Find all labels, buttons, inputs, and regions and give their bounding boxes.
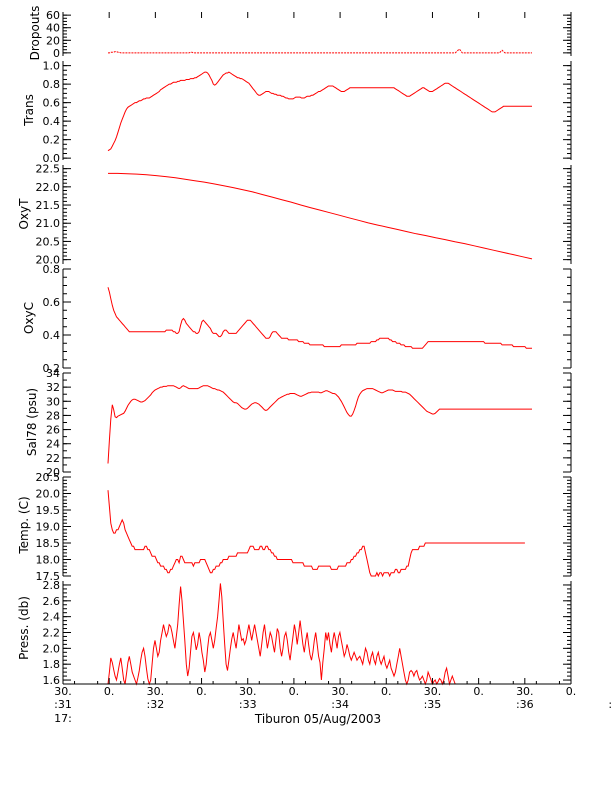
y-tick-label: 21.0 bbox=[36, 217, 61, 230]
panel-trans-axes: 1.0 0.8 0.6 0.4 0.2 0.0 bbox=[43, 60, 572, 165]
y-tick-label: 20 bbox=[46, 466, 60, 479]
y-tick-label: 0.4 bbox=[43, 115, 61, 128]
y-tick-label: 0.6 bbox=[43, 296, 61, 309]
panel-press: Press. (db) bbox=[17, 596, 31, 660]
x-hour-label: 17: bbox=[54, 712, 72, 725]
y-tick-label: 2.2 bbox=[43, 627, 61, 640]
panel-sal78: Sal78 (psu) bbox=[25, 388, 39, 456]
panel-oxyc: OxyC bbox=[22, 302, 36, 334]
x-minute-label: :34 bbox=[331, 698, 349, 711]
series-line-dropouts bbox=[108, 48, 532, 54]
ylabel-temp: Temp. (C) bbox=[17, 496, 31, 554]
x-axis: 30. 0. 30. 0. 30. 0. 30. 0. 30. 0. 30. 0. :31 :32 :33:… bbox=[54, 12, 612, 711]
x-minute-label: :31 bbox=[54, 698, 72, 711]
y-tick-label: 18.5 bbox=[36, 537, 61, 550]
x-minute-label: :36 bbox=[516, 698, 534, 711]
y-tick-label: 60 bbox=[46, 9, 60, 22]
panel-oxyt: OxyT bbox=[17, 198, 31, 230]
y-tick-label: 19.5 bbox=[36, 504, 61, 517]
panel-dropouts: Dropouts bbox=[28, 6, 42, 61]
y-tick-label: 32 bbox=[46, 381, 60, 394]
x-tick-label: 30. bbox=[424, 685, 442, 698]
series-line-sal78 bbox=[107, 385, 532, 464]
x-minute-label: :37 bbox=[608, 698, 612, 711]
y-tick-label: 40 bbox=[46, 22, 60, 35]
y-tick-label: 34 bbox=[46, 367, 60, 380]
y-tick-label: 0.6 bbox=[43, 97, 61, 110]
y-tick-label: 2.0 bbox=[43, 642, 61, 655]
y-tick-label: 20.5 bbox=[36, 235, 61, 248]
panel-press-axes: 2.8 2.6 2.4 2.2 2.0 1.8 1.6 bbox=[43, 579, 572, 687]
x-tick-label: 0. bbox=[196, 685, 207, 698]
x-minute-label: :35 bbox=[424, 698, 442, 711]
x-minute-label: :32 bbox=[147, 698, 165, 711]
y-tick-label: 0.2 bbox=[43, 362, 61, 375]
x-axis-title: Tiburon 05/Aug/2003 bbox=[254, 712, 381, 726]
y-tick-label: 1.8 bbox=[43, 658, 61, 671]
y-tick-label: 17.5 bbox=[36, 570, 61, 583]
series-line-trans bbox=[107, 71, 532, 152]
y-tick-label: 22.0 bbox=[36, 181, 61, 194]
y-tick-label: 20.0 bbox=[36, 488, 61, 501]
y-tick-label: 0.2 bbox=[43, 134, 61, 147]
y-tick-label: 1.6 bbox=[43, 674, 61, 687]
y-tick-label: 26 bbox=[46, 424, 60, 437]
y-tick-label: 20.5 bbox=[36, 471, 61, 484]
panel-temp: Temp. (C) bbox=[17, 496, 31, 554]
panel-oxyt-axes: 22.5 22.0 21.5 21.0 20.5 20.0 bbox=[36, 163, 572, 267]
ylabel-press: Press. (db) bbox=[17, 596, 31, 660]
x-tick-label: 0. bbox=[289, 685, 300, 698]
x-tick-label: 30. bbox=[331, 685, 349, 698]
panel-trans: Trans bbox=[22, 94, 36, 127]
panel-temp-axes: 20.5 20.0 19.5 19.0 18.5 18.0 17.5 bbox=[36, 471, 572, 583]
y-tick-label: 2.4 bbox=[43, 611, 61, 624]
x-tick-label: 0. bbox=[566, 685, 577, 698]
y-tick-label: 21.5 bbox=[36, 199, 61, 212]
ylabel-oxyc: OxyC bbox=[22, 302, 36, 334]
x-tick-label: 30. bbox=[54, 685, 72, 698]
y-tick-label: 0.0 bbox=[43, 152, 61, 165]
x-tick-label: 30. bbox=[239, 685, 257, 698]
y-tick-label: 0 bbox=[53, 47, 60, 60]
y-tick-label: 19.0 bbox=[36, 521, 61, 534]
y-tick-label: 1.0 bbox=[43, 60, 61, 73]
ylabel-oxyt: OxyT bbox=[17, 198, 31, 230]
series-line-oxyt bbox=[108, 172, 533, 260]
y-tick-label: 20 bbox=[46, 34, 60, 47]
y-tick-label: 2.8 bbox=[43, 579, 61, 592]
x-tick-label: 30. bbox=[516, 685, 534, 698]
ylabel-dropouts: Dropouts bbox=[28, 6, 42, 61]
y-tick-label: 22.5 bbox=[36, 163, 61, 176]
x-tick-label: 0. bbox=[473, 685, 484, 698]
ylabel-trans: Trans bbox=[22, 94, 36, 127]
y-tick-label: 30 bbox=[46, 395, 60, 408]
y-tick-label: 0.8 bbox=[43, 78, 61, 91]
x-tick-label: 0. bbox=[104, 685, 115, 698]
x-tick-label: 0. bbox=[381, 685, 392, 698]
series-line-oxyc bbox=[107, 287, 532, 349]
series-line-press bbox=[107, 583, 532, 686]
x-minute-label: :33 bbox=[239, 698, 257, 711]
y-tick-label: 0.8 bbox=[43, 263, 61, 276]
y-tick-label: 0.4 bbox=[43, 329, 61, 342]
y-tick-label: 24 bbox=[46, 438, 60, 451]
y-tick-label: 22 bbox=[46, 452, 60, 465]
series-line-temp bbox=[107, 490, 525, 578]
y-tick-label: 18.0 bbox=[36, 554, 61, 567]
x-tick-label: 30. bbox=[147, 685, 165, 698]
y-tick-label: 20.0 bbox=[36, 254, 61, 267]
y-tick-label: 2.6 bbox=[43, 595, 61, 608]
ylabel-sal78: Sal78 (psu) bbox=[25, 388, 39, 456]
y-tick-label: 28 bbox=[46, 409, 60, 422]
panel-oxyc-axes: 0.8 0.6 0.4 0.2 bbox=[43, 263, 572, 375]
